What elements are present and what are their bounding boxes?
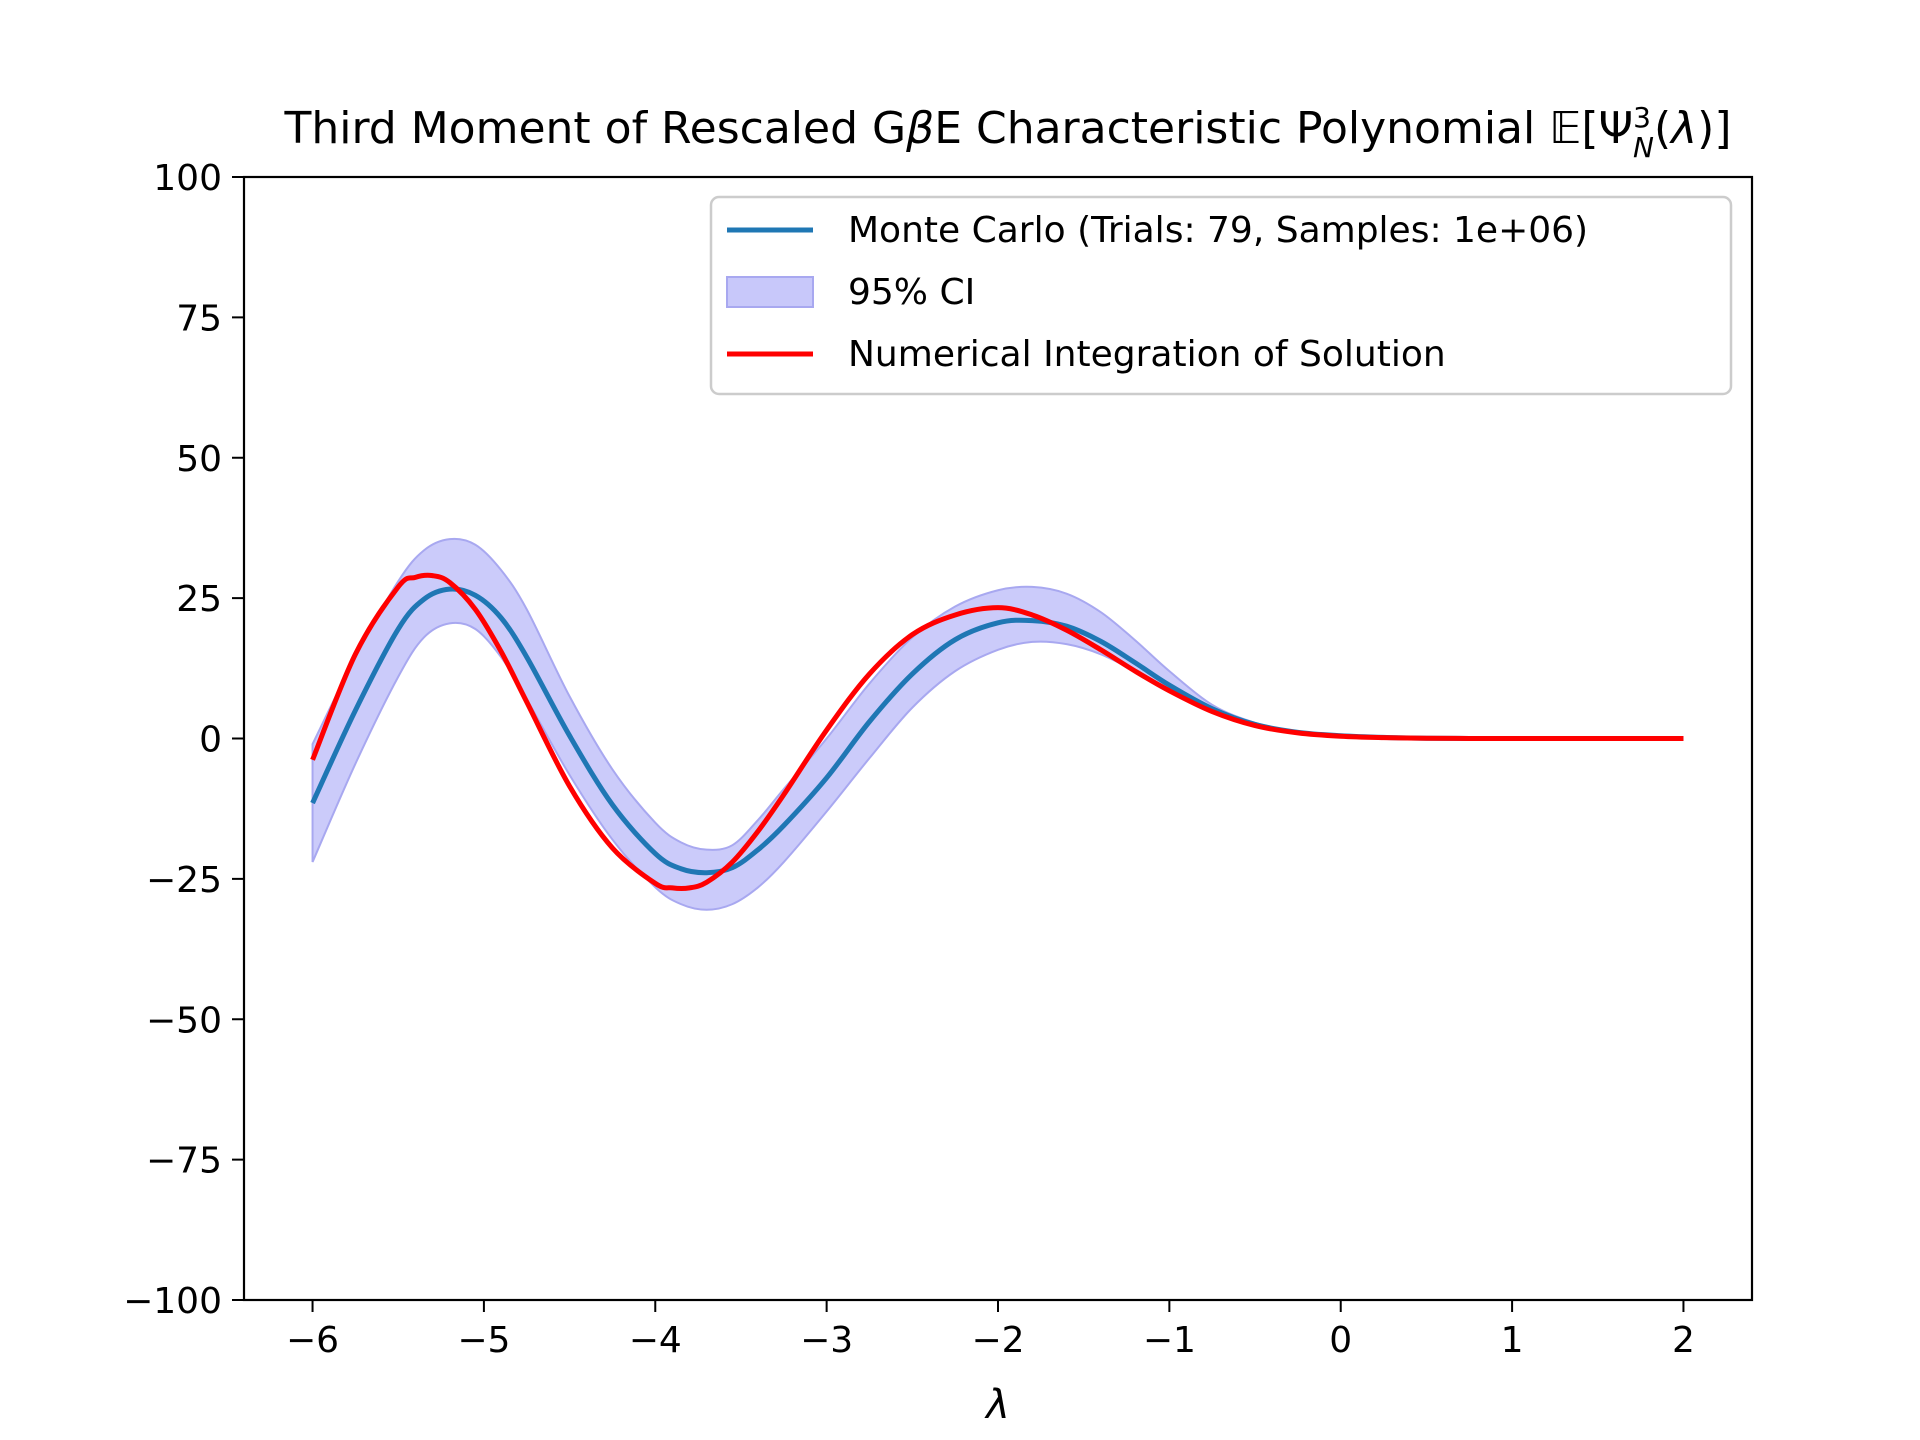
y-tick-label: 25 bbox=[176, 579, 222, 620]
x-tick-label: −3 bbox=[800, 1320, 853, 1361]
y-tick-label: −25 bbox=[146, 860, 222, 901]
legend-ci-label: 95% CI bbox=[848, 272, 975, 313]
y-tick-label: 50 bbox=[176, 439, 222, 480]
y-tick-label: −75 bbox=[146, 1141, 222, 1182]
legend-numerical-label: Numerical Integration of Solution bbox=[848, 334, 1446, 375]
plot-frame bbox=[242, 175, 1754, 1302]
ticks-layer: −6 −5 −4 −3 −2 −1 0 1 2 100 75 50 25 0 −25 −50 −75 −100 bbox=[123, 158, 1695, 1361]
x-tick-label: −2 bbox=[971, 1320, 1024, 1361]
numerical-integration-line bbox=[310, 572, 1684, 891]
y-tick-label: 100 bbox=[153, 158, 222, 199]
chart-title: Third Moment of Rescaled GβE Characteris… bbox=[283, 101, 1731, 164]
legend-box bbox=[709, 195, 1733, 396]
y-tick-label: 0 bbox=[199, 720, 222, 761]
x-tick-label: 1 bbox=[1501, 1320, 1524, 1361]
x-axis-label: λ bbox=[984, 1382, 1010, 1428]
x-tick-label: −5 bbox=[457, 1320, 510, 1361]
x-tick-label: 0 bbox=[1329, 1320, 1352, 1361]
y-tick-label: −100 bbox=[123, 1281, 222, 1322]
x-tick-label: −6 bbox=[286, 1320, 339, 1361]
y-tick-label: −50 bbox=[146, 1000, 222, 1041]
x-tick-label: 2 bbox=[1672, 1320, 1695, 1361]
legend: Monte Carlo (Trials: 79, Samples: 1e+06)… bbox=[709, 195, 1733, 396]
legend-monte-carlo-label: Monte Carlo (Trials: 79, Samples: 1e+06) bbox=[848, 210, 1588, 251]
legend-ci-swatch bbox=[726, 276, 814, 308]
x-tick-label: −1 bbox=[1143, 1320, 1196, 1361]
y-tick-label: 75 bbox=[176, 298, 222, 339]
x-tick-label: −4 bbox=[629, 1320, 682, 1361]
plot-layer bbox=[310, 537, 1684, 911]
